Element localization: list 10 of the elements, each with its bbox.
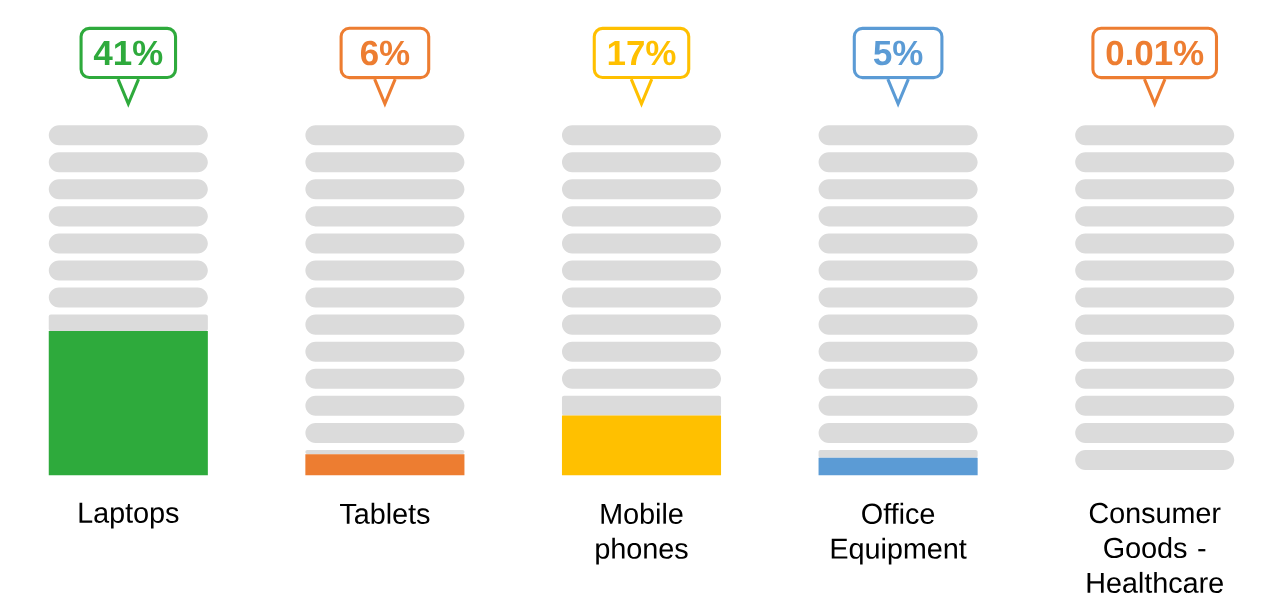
data-label: 6% (360, 40, 410, 66)
x-tick-label: Tablets (340, 503, 430, 525)
x-tick-label: Mobile phones (596, 503, 688, 565)
data-label: 17% (608, 40, 676, 66)
data-label: 0.01% (1106, 40, 1204, 66)
data-label: 41% (93, 40, 163, 66)
x-tick-label: Laptops (79, 503, 179, 529)
x-tick-label: Consumer Goods - Healthcare (1087, 503, 1223, 594)
x-tick-label: Office Equipment (831, 503, 967, 565)
data-label: 5% (873, 40, 923, 66)
